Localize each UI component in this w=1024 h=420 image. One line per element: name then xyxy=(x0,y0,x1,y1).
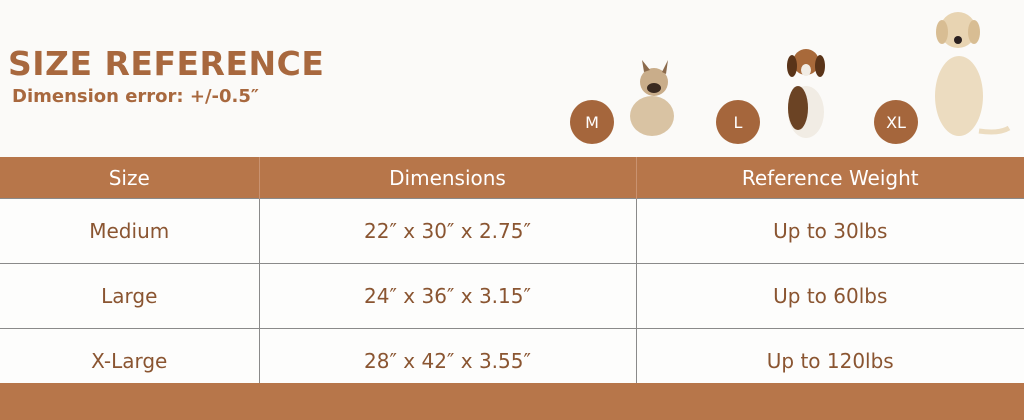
badge-m: M xyxy=(570,100,614,144)
labrador-image xyxy=(935,12,1011,136)
badge-xl: XL xyxy=(874,100,918,144)
size-cell: Large xyxy=(0,263,260,329)
table-row: Medium 22″ x 30″ x 2.75″ Up to 30lbs xyxy=(0,198,1024,264)
french-bulldog-image xyxy=(630,60,674,136)
badge-l: L xyxy=(716,100,760,144)
weight-cell: Up to 60lbs xyxy=(636,263,1024,329)
weight-cell: Up to 30lbs xyxy=(636,198,1024,264)
page-title: SIZE REFERENCE xyxy=(8,44,325,83)
dimensions-cell: 22″ x 30″ x 2.75″ xyxy=(259,198,637,264)
table-row: Large 24″ x 36″ x 3.15″ Up to 60lbs xyxy=(0,263,1024,329)
dimensions-cell: 24″ x 36″ x 3.15″ xyxy=(259,263,637,329)
footer-band xyxy=(0,383,1024,420)
column-header-weight: Reference Weight xyxy=(636,157,1024,199)
beagle-image xyxy=(787,49,825,138)
table-header-row: Size Dimensions Reference Weight xyxy=(0,157,1024,199)
column-header-size: Size xyxy=(0,157,260,199)
size-cell: Medium xyxy=(0,198,260,264)
dimension-error-note: Dimension error: +/-0.5″ xyxy=(12,86,259,107)
size-table: Size Dimensions Reference Weight Medium … xyxy=(0,157,1024,394)
column-header-dimensions: Dimensions xyxy=(259,157,637,199)
